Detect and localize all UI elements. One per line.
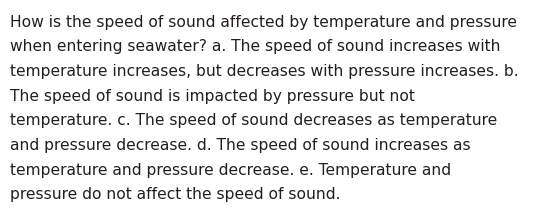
Text: temperature and pressure decrease. e. Temperature and: temperature and pressure decrease. e. Te… <box>10 163 451 178</box>
Text: temperature. c. The speed of sound decreases as temperature: temperature. c. The speed of sound decre… <box>10 113 497 128</box>
Text: and pressure decrease. d. The speed of sound increases as: and pressure decrease. d. The speed of s… <box>10 138 470 153</box>
Text: The speed of sound is impacted by pressure but not: The speed of sound is impacted by pressu… <box>10 89 415 104</box>
Text: How is the speed of sound affected by temperature and pressure: How is the speed of sound affected by te… <box>10 15 517 30</box>
Text: pressure do not affect the speed of sound.: pressure do not affect the speed of soun… <box>10 187 340 202</box>
Text: when entering seawater? a. The speed of sound increases with: when entering seawater? a. The speed of … <box>10 39 501 54</box>
Text: temperature increases, but decreases with pressure increases. b.: temperature increases, but decreases wit… <box>10 64 519 79</box>
